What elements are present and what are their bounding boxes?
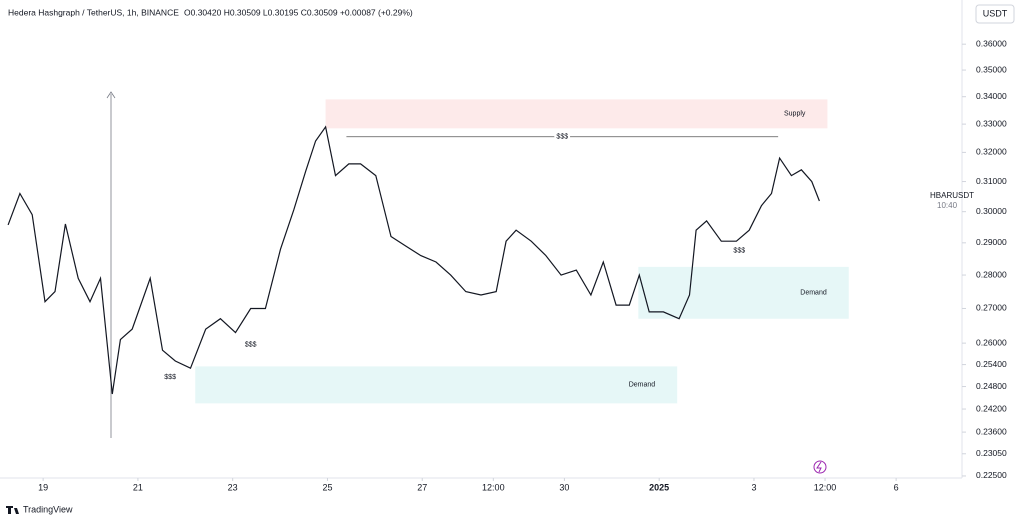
countdown-label: 10:40	[937, 201, 958, 210]
arrow-head	[106, 91, 116, 99]
y-tick-label: 0.33000	[976, 118, 1007, 128]
y-tick-label: 0.32000	[976, 147, 1007, 157]
zone	[195, 366, 678, 404]
y-tick-label: 0.30000	[976, 206, 1007, 216]
x-tick-label: 23	[228, 482, 238, 492]
y-tick-label: 0.25400	[976, 359, 1007, 369]
brand: TradingView	[23, 504, 73, 514]
y-tick-label: 0.36000	[976, 38, 1007, 48]
y-tick-label: 0.24800	[976, 381, 1007, 391]
y-tick-label: 0.35000	[976, 64, 1007, 74]
annotation: $$$	[245, 342, 257, 349]
symbol-title: Hedera Hashgraph / TetherUS, 1h, BINANCE	[8, 7, 179, 17]
zone	[638, 266, 849, 319]
zone	[325, 99, 828, 129]
zone-label: Demand	[800, 290, 827, 297]
y-tick-label: 0.28000	[976, 269, 1007, 279]
x-tick-label: 21	[133, 482, 143, 492]
tv-logo	[6, 506, 19, 514]
y-tick-label: 0.24200	[976, 403, 1007, 413]
y-tick-label: 0.23600	[976, 426, 1007, 436]
x-tick-label: 19	[38, 482, 48, 492]
y-tick-label: 0.31000	[976, 176, 1007, 186]
y-tick-label: 0.27000	[976, 303, 1007, 313]
x-tick-label: 27	[417, 482, 427, 492]
annotation: $$$	[164, 374, 176, 381]
liquidity-label: $$$	[556, 134, 568, 141]
zone-label: Demand	[629, 382, 656, 389]
x-tick-label: 6	[894, 482, 899, 492]
y-tick-label: 0.22500	[976, 470, 1007, 480]
y-tick-label: 0.26000	[976, 337, 1007, 347]
x-tick-label: 30	[559, 482, 569, 492]
x-tick-label: 12:00	[482, 482, 505, 492]
currency-label[interactable]: USDT	[983, 8, 1008, 18]
y-tick-label: 0.34000	[976, 91, 1007, 101]
symbol-price-label: HBARUSDT	[930, 191, 974, 200]
x-tick-label: 3	[751, 482, 756, 492]
zone-label: Supply	[784, 111, 806, 118]
y-tick-label: 0.23050	[976, 448, 1007, 458]
x-tick-label: 25	[322, 482, 332, 492]
price-line	[7, 125, 820, 395]
ohlc-values: O0.30420 H0.30509 L0.30195 C0.30509 +0.0…	[184, 7, 413, 17]
x-tick-label: 12:00	[814, 482, 837, 492]
y-tick-label: 0.29000	[976, 237, 1007, 247]
annotation: $$$	[733, 248, 745, 255]
alert-bolt	[816, 461, 822, 473]
alert-icon[interactable]	[813, 460, 827, 474]
x-tick-label: 2025	[649, 482, 669, 492]
currency-button[interactable]	[975, 4, 1015, 24]
